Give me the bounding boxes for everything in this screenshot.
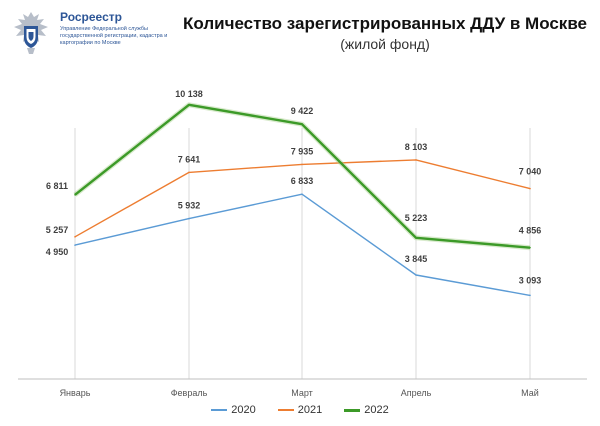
x-tick-label: Январь bbox=[60, 388, 91, 398]
data-label: 4 950 bbox=[46, 247, 69, 257]
data-point bbox=[74, 244, 76, 246]
data-label: 7 935 bbox=[291, 146, 314, 156]
data-point bbox=[529, 187, 531, 190]
legend-swatch bbox=[277, 409, 294, 411]
data-point bbox=[415, 274, 417, 276]
legend-item-2020: 2020 bbox=[211, 404, 256, 416]
org-name: Росреестр bbox=[60, 10, 122, 24]
data-point bbox=[529, 246, 531, 249]
data-point bbox=[188, 171, 190, 174]
data-point bbox=[188, 217, 190, 220]
org-subtitle: Управление Федеральной службы государств… bbox=[60, 26, 168, 46]
data-label: 6 833 bbox=[291, 176, 314, 186]
x-tick-label: Май bbox=[521, 388, 539, 398]
chart-title: Количество зарегистрированных ДДУ в Моск… bbox=[182, 14, 587, 33]
legend-label: 2022 bbox=[364, 404, 389, 416]
chart-subtitle: (жилой фонд) bbox=[340, 36, 430, 52]
legend-swatch bbox=[211, 409, 228, 411]
data-point bbox=[529, 294, 531, 297]
data-point bbox=[301, 123, 303, 125]
data-label: 9 422 bbox=[291, 106, 314, 116]
legend-label: 2020 bbox=[231, 404, 256, 416]
data-point bbox=[188, 104, 190, 106]
data-point bbox=[415, 236, 417, 239]
x-tick-label: Апрель bbox=[401, 388, 432, 398]
legend-label: 2021 bbox=[297, 404, 323, 416]
data-point bbox=[415, 159, 417, 161]
data-label: 3 093 bbox=[519, 275, 542, 285]
legend-item-2021: 2021 bbox=[277, 404, 323, 416]
data-label: 8 103 bbox=[405, 142, 428, 152]
header: Росреестр Управление Федеральной службы … bbox=[0, 0, 600, 70]
data-point bbox=[301, 163, 303, 166]
data-point bbox=[301, 193, 303, 196]
legend-item-2022: 2022 bbox=[344, 404, 389, 416]
x-tick-label: Февраль bbox=[171, 388, 208, 398]
legend-swatch bbox=[344, 408, 361, 412]
data-label: 7 641 bbox=[178, 154, 201, 164]
data-point bbox=[74, 236, 76, 238]
data-label: 10 138 bbox=[175, 89, 203, 99]
data-label: 4 856 bbox=[519, 226, 542, 236]
chart-legend: 2020 2021 2022 bbox=[0, 404, 600, 416]
data-point bbox=[74, 194, 76, 196]
data-label: 5 932 bbox=[178, 201, 201, 211]
rosreestr-emblem-icon bbox=[14, 12, 48, 54]
data-label: 5 223 bbox=[405, 213, 428, 223]
x-tick-label: Март bbox=[291, 388, 313, 398]
data-label: 3 845 bbox=[405, 254, 428, 264]
data-label: 7 040 bbox=[519, 167, 542, 177]
data-label: 5 257 bbox=[46, 225, 69, 235]
data-label: 6 811 bbox=[46, 181, 68, 191]
